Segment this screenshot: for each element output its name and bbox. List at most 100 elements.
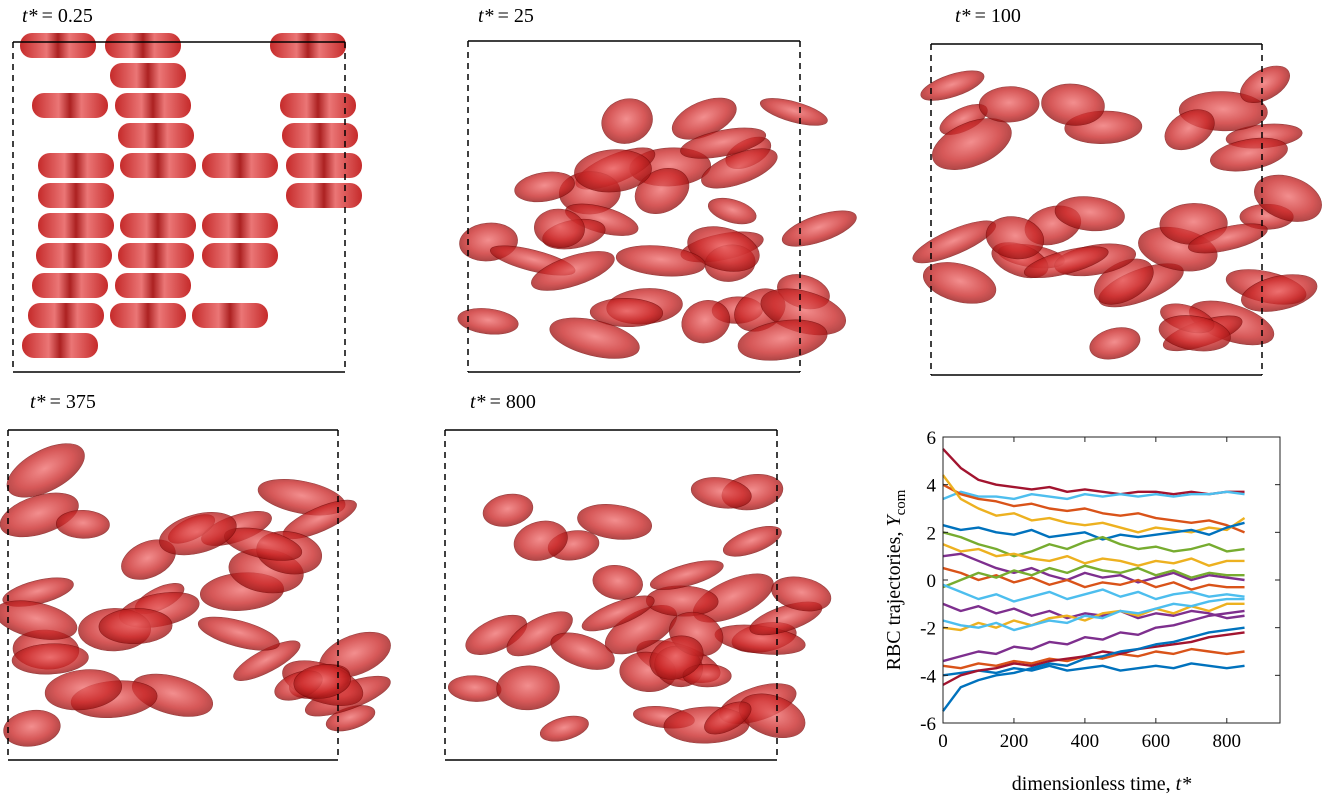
x-tick-label: 400 <box>1071 731 1100 752</box>
cell <box>32 93 108 118</box>
y-tick-label: 0 <box>927 571 937 592</box>
panel-value: = 100 <box>975 5 1021 27</box>
cell <box>118 243 194 268</box>
x-tick-label: 600 <box>1142 731 1171 752</box>
cell <box>1023 246 1109 279</box>
cell <box>912 220 996 264</box>
cell <box>98 608 173 645</box>
cell <box>38 183 114 208</box>
cell <box>159 512 237 556</box>
cell <box>118 123 194 148</box>
x-tick-label: 0 <box>938 731 948 752</box>
cell <box>202 243 278 268</box>
cell <box>110 63 186 88</box>
cell <box>1089 327 1141 360</box>
cell <box>592 565 643 600</box>
cell <box>513 520 568 561</box>
y-tick-label: 4 <box>927 476 937 497</box>
trajectory-line <box>942 543 1245 567</box>
cell <box>771 576 832 612</box>
cell <box>286 153 362 178</box>
cell <box>280 93 356 118</box>
cell <box>534 208 585 248</box>
cell <box>615 245 706 277</box>
cell <box>293 664 351 699</box>
y-tick-label: -6 <box>920 714 936 735</box>
panel-value: = 800 <box>490 391 536 413</box>
cell <box>36 243 112 268</box>
y-tick-label: 2 <box>927 523 937 544</box>
cell <box>581 595 655 632</box>
trajectory-line <box>942 521 1245 541</box>
trajectory-line <box>942 583 1245 603</box>
cell <box>539 715 589 742</box>
cell <box>11 643 89 675</box>
trajectory-line <box>942 631 1245 686</box>
cell <box>496 665 560 711</box>
y-axis-label-subscript: com <box>893 489 909 515</box>
trajectory-line <box>942 597 1245 632</box>
cell <box>457 308 519 335</box>
panel-label: t* = 25 <box>478 5 534 27</box>
panel-value: = 375 <box>50 391 96 413</box>
cell <box>202 213 278 238</box>
cell <box>920 70 985 101</box>
trajectory-line <box>942 564 1245 589</box>
cell <box>649 560 724 590</box>
cell <box>482 493 534 527</box>
panel-symbol: t* <box>955 5 971 27</box>
cells-layer <box>0 33 1322 747</box>
cell <box>577 504 652 540</box>
cell <box>1241 274 1318 312</box>
cell <box>270 33 346 58</box>
cell <box>28 303 104 328</box>
cell <box>56 509 110 539</box>
cell <box>687 226 760 272</box>
cell <box>192 303 268 328</box>
plot-area <box>943 437 1280 723</box>
y-axis-label: RBC trajectories, Ycom <box>883 489 909 670</box>
cell <box>233 640 301 681</box>
cell <box>601 98 653 144</box>
y-axis-label-text: RBC trajectories, <box>883 532 905 671</box>
panel-symbol: t* <box>478 5 494 27</box>
cell <box>465 614 528 655</box>
cell <box>722 526 782 557</box>
cell <box>3 709 61 747</box>
cell <box>514 171 575 203</box>
cell <box>506 611 573 657</box>
panel-symbol: t* <box>30 391 46 413</box>
trajectory-line <box>942 626 1245 712</box>
cell <box>115 273 191 298</box>
cell <box>115 93 191 118</box>
x-axis-label: dimensionless time, t* <box>1012 773 1191 795</box>
cell <box>120 153 196 178</box>
cell <box>110 303 186 328</box>
cell <box>781 210 857 247</box>
cell <box>1164 109 1215 151</box>
trajectory-line <box>942 552 1245 584</box>
cell <box>282 123 358 148</box>
cell <box>707 197 757 225</box>
trajectory-line <box>942 483 1245 534</box>
trajectory-line <box>942 602 1245 620</box>
cell <box>634 168 690 214</box>
y-axis-label-symbol: Y <box>883 514 905 527</box>
trajectory-line <box>942 448 1245 496</box>
cell <box>1158 315 1231 352</box>
cell <box>0 600 78 640</box>
panel-symbol: t* <box>470 391 486 413</box>
y-tick-label: 6 <box>927 428 937 449</box>
cell <box>701 148 778 189</box>
panel-symbol: t* <box>22 5 38 27</box>
cell <box>1041 83 1105 126</box>
cell <box>978 86 1040 123</box>
trajectory-line <box>942 609 1245 663</box>
cell <box>38 213 114 238</box>
cell <box>932 118 1012 170</box>
cell <box>1054 196 1125 232</box>
x-tick-label: 200 <box>1000 731 1029 752</box>
y-tick-label: -4 <box>920 666 936 687</box>
